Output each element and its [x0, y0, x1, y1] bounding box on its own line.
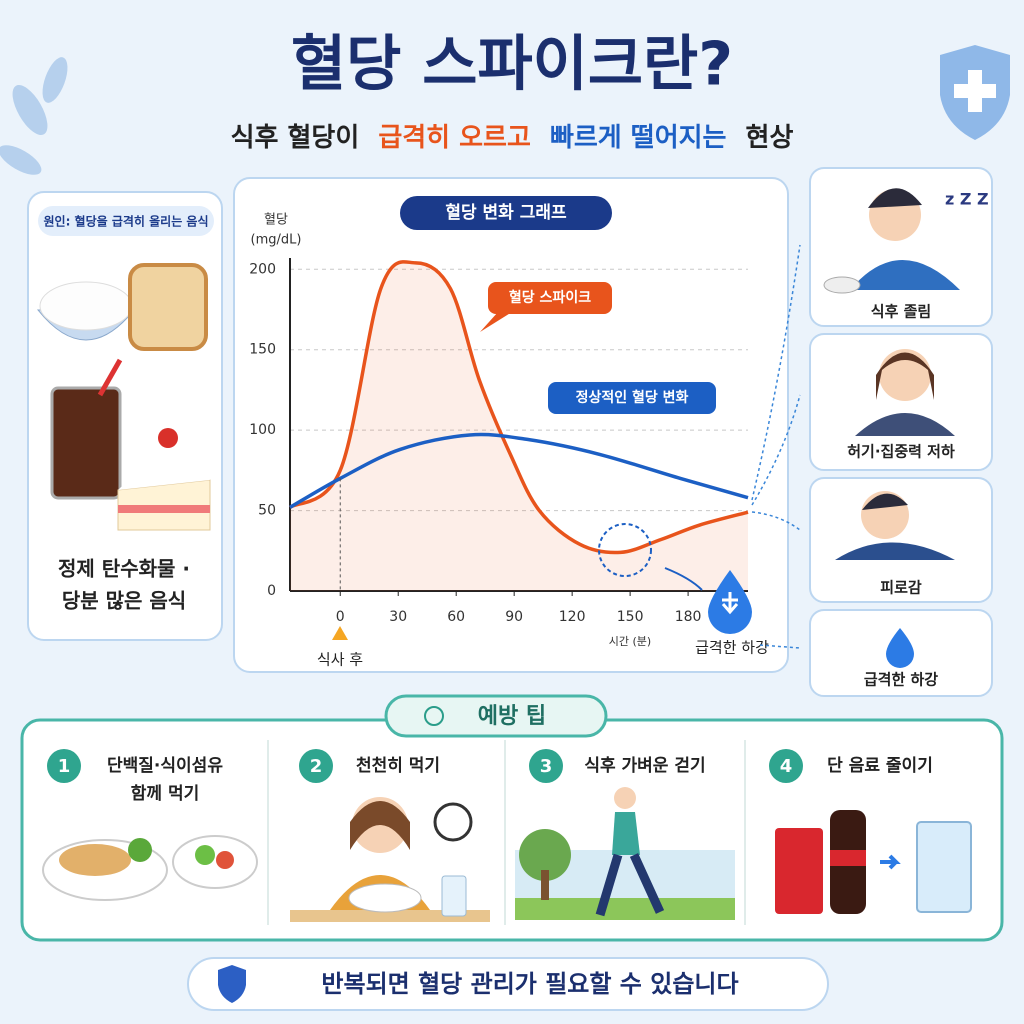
- symptom-label: 피로감: [880, 579, 922, 597]
- subtitle-part: 급격히 오르고: [378, 123, 531, 153]
- tip-text: 단 음료 줄이기: [827, 756, 933, 776]
- tip-text: 식후 가벼운 걷기: [584, 755, 705, 776]
- subtitle-part: 현상: [746, 123, 794, 153]
- y-tick-label: 100: [249, 422, 276, 438]
- symptom-label: 급격한 하강: [864, 671, 938, 689]
- bulb-icon: [424, 706, 444, 726]
- title: 혈당 스파이크란?: [291, 30, 733, 100]
- connectors: [751, 244, 801, 649]
- drop-annotation: 급격한 하강: [695, 639, 769, 657]
- cause-label-bg: [38, 206, 214, 236]
- cause-text: 정제 탄수화물 ·: [58, 557, 190, 581]
- tip-number: 2: [310, 756, 323, 777]
- drop-icon-arrow: [721, 592, 739, 615]
- dip-highlight: [598, 523, 652, 577]
- svg-text:z Z Z: z Z Z: [945, 190, 989, 209]
- y-tick-label: 50: [258, 503, 276, 519]
- symptom-label: 식후 졸림: [871, 303, 931, 321]
- normal-callout-bg: [548, 382, 716, 414]
- meal-marker: [332, 626, 348, 640]
- x-tick-label: 60: [447, 609, 465, 625]
- tip-badges: [47, 749, 803, 783]
- y-tick-label: 200: [249, 261, 276, 277]
- spike-callout: 혈당 스파이크: [509, 289, 591, 306]
- symptom-label: 허기·집중력 저하: [847, 443, 955, 461]
- chart-title-bg: [400, 196, 612, 230]
- food-illustrations: [36, 263, 211, 531]
- plot: 0 50 100 150 200 0 30 60 90 120 150 180: [249, 258, 749, 625]
- y-axis-unit: (mg/dL): [251, 233, 302, 248]
- normal-callout: 정상적인 혈당 변화: [576, 389, 689, 406]
- x-axis-label: 시간 (분): [609, 635, 651, 648]
- tip-text: 단백질·식이섬유: [107, 755, 223, 776]
- tips-title-bg: [384, 694, 608, 738]
- callout-pointer: [480, 312, 512, 332]
- chart-panel: [233, 177, 789, 673]
- spike-callout-bg: [488, 282, 612, 314]
- tips-title: 예방 팁: [478, 704, 546, 729]
- y-tick-label: 150: [249, 342, 276, 358]
- tip-text: 함께 먹기: [131, 783, 199, 804]
- tip-number: 4: [780, 756, 793, 777]
- y-tick-label: 0: [267, 583, 276, 599]
- x-tick-label: 30: [389, 609, 407, 625]
- y-axis-label: 혈당: [264, 213, 288, 228]
- x-tick-label: 150: [617, 609, 644, 625]
- x-tick-label: 90: [505, 609, 523, 625]
- x-tick-label: 120: [559, 609, 586, 625]
- footer-shield: [218, 965, 246, 1003]
- tip-dividers: [267, 740, 746, 925]
- cause-text: 당분 많은 음식: [62, 589, 186, 613]
- footer-bg: [187, 957, 829, 1011]
- x-tick-label: 0: [336, 609, 345, 625]
- tip-illustrations: [42, 787, 972, 922]
- tip-number: 3: [540, 756, 553, 777]
- x-tick-label: 180: [675, 609, 702, 625]
- symptom-cards: z Z Z: [809, 167, 993, 697]
- subtitle-part: 식후 혈당이: [231, 123, 360, 153]
- cause-label: 원인: 혈당을 급격히 올리는 음식: [43, 214, 208, 229]
- subtitle-part: 빠르게 떨어지는: [550, 123, 727, 153]
- plus-icon: [954, 70, 996, 112]
- decor-leaves: [0, 57, 68, 175]
- tip-number: 1: [58, 756, 71, 777]
- subtitle: 식후 혈당이 급격히 오르고 빠르게 떨어지는 현상: [231, 123, 794, 153]
- tip-text: 천천히 먹기: [356, 756, 440, 776]
- drop-arrow: [664, 567, 703, 591]
- meal-annotation: 식사 후: [317, 651, 363, 669]
- spike-area: [290, 261, 748, 591]
- series-line: [288, 260, 749, 555]
- chart-title: 혈당 변화 그래프: [445, 202, 567, 223]
- footer-text: 반복되면 혈당 관리가 필요할 수 있습니다: [321, 970, 738, 998]
- series-line: [289, 432, 749, 509]
